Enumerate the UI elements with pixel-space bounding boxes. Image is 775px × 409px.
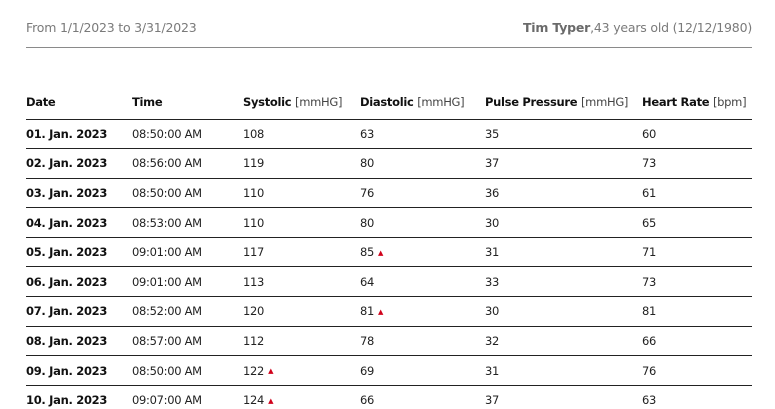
table-row: 07. Jan. 2023 08:52:00 AM 120 81 ▲ 30 81 bbox=[26, 296, 752, 327]
diastolic-cell: 63 bbox=[360, 119, 485, 150]
heart-rate-cell: 60 bbox=[642, 119, 752, 150]
column-header-diastolic: Diastolic [mmHG] bbox=[360, 86, 485, 120]
date-cell: 03. Jan. 2023 bbox=[26, 178, 132, 209]
heart-rate-cell: 73 bbox=[642, 148, 752, 179]
patient-name: Tim Typer bbox=[522, 20, 591, 35]
systolic-cell: 113 bbox=[243, 266, 360, 298]
date-cell: 07. Jan. 2023 bbox=[26, 296, 132, 327]
systolic-cell: 122 ▲ bbox=[243, 355, 360, 386]
pulse-pressure-cell: 37 bbox=[485, 148, 642, 179]
time-cell: 09:07:00 AM bbox=[132, 393, 202, 408]
time-cell: 09:01:00 AM bbox=[132, 266, 243, 298]
pulse-pressure-cell: 32 bbox=[485, 326, 642, 357]
systolic-cell: 117 bbox=[243, 237, 360, 268]
table-row: 05. Jan. 2023 09:01:00 AM 117 85 ▲ 31 71 bbox=[26, 237, 752, 268]
systolic-cell: 110 bbox=[243, 178, 360, 209]
column-header-heart-rate: Heart Rate [bpm] bbox=[642, 86, 752, 120]
pulse-pressure-cell: 35 bbox=[485, 119, 642, 150]
pulse-pressure-cell: 30 bbox=[485, 207, 642, 238]
table-row: 09. Jan. 2023 08:50:00 AM 122 ▲ 69 31 76 bbox=[26, 355, 752, 386]
diastolic-cell: 64 bbox=[360, 266, 485, 298]
table-row: 10. Jan. 2023 09:07:00 AM 124 ▲ 66 37 63 bbox=[26, 385, 752, 409]
heart-rate-cell: 65 bbox=[642, 207, 752, 238]
time-cell: 08:50:00 AM bbox=[132, 119, 243, 150]
report-header: From 1/1/2023 to 3/31/2023 Tim Typer,43 … bbox=[26, 18, 752, 48]
systolic-cell: 124 ▲ bbox=[243, 393, 274, 408]
date-cell: 08. Jan. 2023 bbox=[26, 326, 132, 357]
column-header-systolic: Systolic [mmHG] bbox=[243, 86, 360, 120]
triangle-up-icon: ▲ bbox=[378, 248, 384, 257]
time-cell: 08:57:00 AM bbox=[132, 326, 243, 357]
diastolic-cell: 78 bbox=[360, 326, 485, 357]
heart-rate-cell: 73 bbox=[642, 266, 752, 298]
systolic-cell: 120 bbox=[243, 296, 360, 327]
heart-rate-cell: 63 bbox=[642, 393, 657, 408]
diastolic-cell: 85 ▲ bbox=[360, 237, 485, 268]
diastolic-cell: 81 ▲ bbox=[360, 296, 485, 327]
heart-rate-cell: 76 bbox=[642, 355, 752, 386]
heart-rate-cell: 71 bbox=[642, 237, 752, 268]
time-cell: 08:52:00 AM bbox=[132, 296, 243, 327]
column-unit: [bpm] bbox=[713, 95, 747, 110]
table-header-row: Date Time Systolic [mmHG] Diastolic [mmH… bbox=[26, 86, 752, 120]
diastolic-cell: 80 bbox=[360, 207, 485, 238]
pulse-pressure-cell: 31 bbox=[485, 237, 642, 268]
date-cell: 06. Jan. 2023 bbox=[26, 266, 132, 298]
column-header-pulse-pressure: Pulse Pressure [mmHG] bbox=[485, 86, 642, 120]
time-cell: 08:50:00 AM bbox=[132, 355, 243, 386]
diastolic-cell: 80 bbox=[360, 148, 485, 179]
table-row: 04. Jan. 2023 08:53:00 AM 110 80 30 65 bbox=[26, 207, 752, 238]
pulse-pressure-cell: 36 bbox=[485, 178, 642, 209]
diastolic-cell: 69 bbox=[360, 355, 485, 386]
time-cell: 08:50:00 AM bbox=[132, 178, 243, 209]
systolic-cell: 112 bbox=[243, 326, 360, 357]
column-unit: [mmHG] bbox=[417, 95, 465, 110]
patient-info: Tim Typer,43 years old (12/12/1980) bbox=[523, 20, 752, 35]
date-cell: 02. Jan. 2023 bbox=[26, 148, 132, 179]
heart-rate-cell: 66 bbox=[642, 326, 752, 357]
systolic-cell: 119 bbox=[243, 148, 360, 179]
column-header-time: Time bbox=[132, 86, 243, 120]
pulse-pressure-cell: 33 bbox=[485, 266, 642, 298]
patient-age-birthdate: ,43 years old (12/12/1980) bbox=[590, 20, 752, 35]
date-cell: 10. Jan. 2023 bbox=[26, 393, 108, 408]
column-unit: [mmHG] bbox=[295, 95, 343, 110]
triangle-up-icon: ▲ bbox=[268, 367, 274, 376]
blood-pressure-table: Date Time Systolic [mmHG] Diastolic [mmH… bbox=[26, 86, 752, 409]
date-cell: 05. Jan. 2023 bbox=[26, 237, 132, 268]
pulse-pressure-cell: 37 bbox=[485, 393, 500, 408]
column-unit: [mmHG] bbox=[580, 95, 629, 110]
triangle-up-icon: ▲ bbox=[378, 307, 384, 316]
table-row: 08. Jan. 2023 08:57:00 AM 112 78 32 66 bbox=[26, 326, 752, 357]
column-header-date: Date bbox=[26, 86, 132, 120]
heart-rate-cell: 61 bbox=[642, 178, 752, 209]
diastolic-cell: 66 bbox=[360, 393, 375, 408]
systolic-cell: 108 bbox=[243, 119, 360, 150]
date-cell: 01. Jan. 2023 bbox=[26, 119, 132, 150]
time-cell: 08:53:00 AM bbox=[132, 207, 243, 238]
time-cell: 08:56:00 AM bbox=[132, 148, 243, 179]
table-row: 01. Jan. 2023 08:50:00 AM 108 63 35 60 bbox=[26, 119, 752, 150]
table-row: 02. Jan. 2023 08:56:00 AM 119 80 37 73 bbox=[26, 148, 752, 179]
date-cell: 04. Jan. 2023 bbox=[26, 207, 132, 238]
systolic-cell: 110 bbox=[243, 207, 360, 238]
date-cell: 09. Jan. 2023 bbox=[26, 355, 132, 386]
time-cell: 09:01:00 AM bbox=[132, 237, 243, 268]
pulse-pressure-cell: 30 bbox=[485, 296, 642, 327]
table-row: 03. Jan. 2023 08:50:00 AM 110 76 36 61 bbox=[26, 178, 752, 209]
triangle-up-icon: ▲ bbox=[268, 396, 274, 405]
pulse-pressure-cell: 31 bbox=[485, 355, 642, 386]
date-range: From 1/1/2023 to 3/31/2023 bbox=[26, 20, 197, 35]
diastolic-cell: 76 bbox=[360, 178, 485, 209]
heart-rate-cell: 81 bbox=[642, 296, 752, 327]
table-row: 06. Jan. 2023 09:01:00 AM 113 64 33 73 bbox=[26, 266, 752, 298]
